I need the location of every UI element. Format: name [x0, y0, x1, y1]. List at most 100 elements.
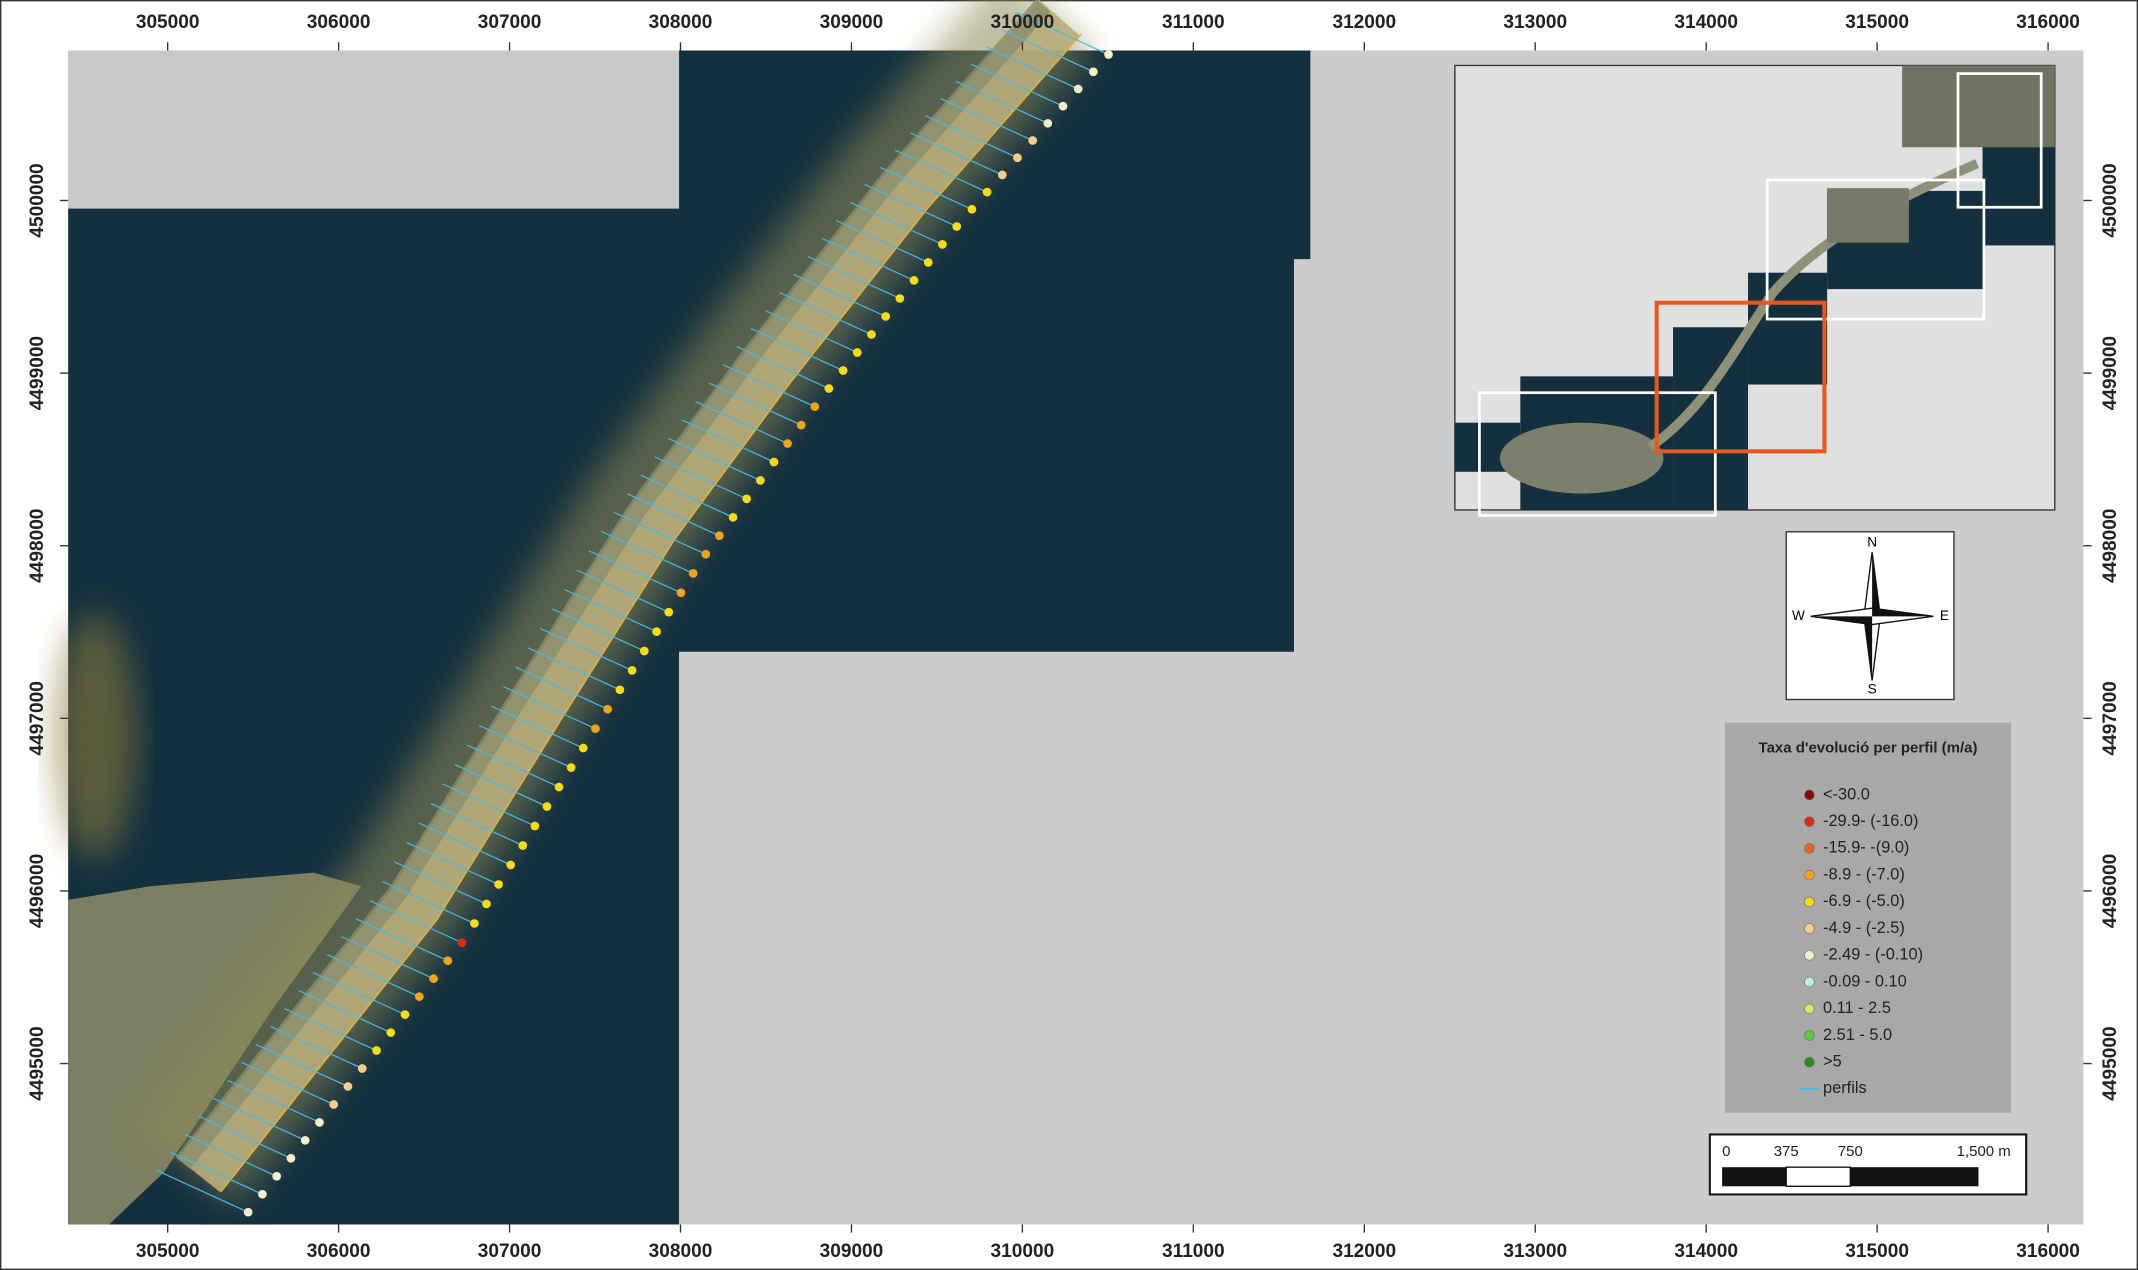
profile-dot [566, 763, 576, 772]
legend-title: Taxa d'evolució per perfil (m/a) [1759, 740, 1978, 757]
compass-label: E [1940, 608, 1949, 623]
profile-line [527, 647, 621, 691]
profile-dot [838, 366, 848, 375]
inset-map [1454, 64, 2056, 517]
profile-dot [518, 841, 528, 850]
profile-dot [315, 1118, 324, 1127]
inset-extent [1765, 178, 1986, 321]
profile-dot [688, 568, 698, 578]
profile-dot [343, 1082, 353, 1091]
profile-line [736, 345, 830, 390]
y-tick-label: 4497000 [2100, 681, 2121, 755]
profile-dot [400, 1010, 410, 1019]
profile-line [1001, 29, 1094, 73]
profile-line [985, 46, 1079, 90]
profile-line [640, 474, 734, 518]
profile-line [600, 530, 694, 574]
coastline [220, 33, 1082, 1193]
profile-dot [824, 384, 834, 393]
profile-dot [258, 1189, 267, 1199]
x-tick-label: 314000 [1674, 12, 1738, 33]
profile-dot [938, 240, 947, 249]
profile-line [503, 686, 596, 730]
profile-line [284, 1007, 377, 1052]
scale-label: 1,500 m [1957, 1143, 2011, 1160]
profile-line [406, 841, 499, 886]
legend-label: -6.9 - (-5.0) [1823, 892, 1905, 910]
legend-swatch [1804, 1003, 1815, 1014]
profile-dot [506, 860, 516, 870]
profile-dot [852, 348, 862, 357]
profile-dot [286, 1153, 296, 1163]
profile-dot [952, 222, 962, 231]
profile-dot [676, 588, 686, 598]
profile-dot [591, 724, 600, 733]
legend-swatch [1804, 1057, 1815, 1068]
legend-swatch [1804, 816, 1815, 827]
beach [177, 0, 1080, 1193]
y-tick-label: 4496000 [27, 854, 48, 928]
legend-label: -0.09 - 0.10 [1823, 972, 1907, 990]
y-tick-label: 4497000 [27, 681, 48, 755]
profile-line [442, 783, 536, 827]
legend-label: -4.9 - (-2.5) [1823, 919, 1905, 937]
profile-line [695, 400, 788, 445]
legend-swatch [1804, 843, 1815, 854]
x-tick-label: 313000 [1503, 12, 1567, 33]
x-tick-label: 310000 [991, 1241, 1055, 1262]
profile-dot [895, 294, 905, 303]
x-tick-label: 314000 [1674, 1241, 1738, 1262]
profile-line [654, 456, 747, 500]
profile-line [198, 1115, 292, 1159]
profile-line [382, 880, 475, 924]
y-tick-label: 4498000 [2100, 509, 2121, 583]
profile-line [1016, 11, 1109, 56]
profile-dot [701, 549, 711, 559]
y-tick-label: 4500000 [27, 163, 48, 237]
profile-line [539, 627, 633, 671]
x-tick-label: 309000 [820, 12, 884, 33]
legend-label: 0.11 - 2.5 [1823, 999, 1891, 1017]
profile-line [576, 569, 670, 613]
x-tick-label: 313000 [1503, 1241, 1567, 1262]
profile-line [369, 900, 463, 944]
profile-dot [372, 1046, 381, 1055]
profile-line [269, 1025, 363, 1070]
profile-dot [482, 899, 491, 909]
x-tick-label: 306000 [307, 1241, 371, 1262]
compass-label: N [1867, 534, 1877, 549]
legend-label: -2.49 - (-0.10) [1823, 946, 1923, 964]
profile-line [864, 183, 958, 228]
y-tick-label: 4498000 [27, 509, 48, 583]
profile-line [668, 437, 761, 481]
inset-water [1748, 272, 1828, 385]
profile-dot [1104, 50, 1113, 59]
profile-dot [300, 1135, 310, 1145]
y-tick-label: 4499000 [2100, 336, 2121, 410]
scale-label: 750 [1838, 1143, 1863, 1160]
profile-dot [272, 1171, 282, 1181]
legend-swatch [1804, 976, 1815, 988]
profile-line [298, 990, 392, 1034]
legend-swatch [1804, 896, 1815, 908]
profile-line [327, 954, 420, 998]
profile-line [821, 237, 915, 281]
profile-dot [664, 607, 674, 617]
x-tick-label: 315000 [1845, 12, 1909, 33]
compass: N S E W [1785, 531, 1955, 701]
profile-dot [909, 276, 919, 285]
profile-dot [443, 956, 453, 966]
profile-line [970, 63, 1064, 107]
profile-line [418, 822, 511, 866]
profile-dot [1028, 136, 1038, 145]
profile-dot [783, 439, 792, 448]
profile-dot [1043, 118, 1053, 128]
profile-line [835, 219, 929, 263]
profile-dot [769, 457, 779, 467]
profile-dot [429, 974, 438, 984]
profile-dot [755, 476, 765, 485]
land-layer [54, 0, 1095, 1225]
x-tick-label: 316000 [2016, 12, 2080, 33]
legend-swatch [1804, 789, 1815, 801]
inset-land [1902, 65, 2055, 148]
